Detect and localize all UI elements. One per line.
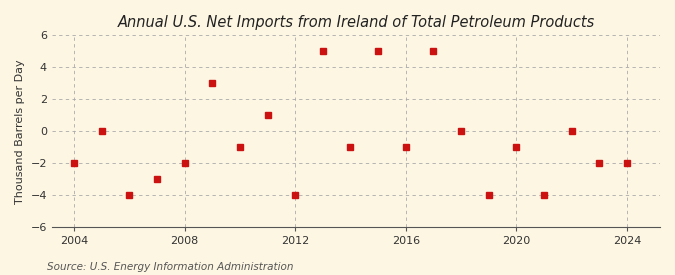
Title: Annual U.S. Net Imports from Ireland of Total Petroleum Products: Annual U.S. Net Imports from Ireland of …: [117, 15, 595, 30]
Y-axis label: Thousand Barrels per Day: Thousand Barrels per Day: [15, 59, 25, 204]
Text: Source: U.S. Energy Information Administration: Source: U.S. Energy Information Administ…: [47, 262, 294, 272]
